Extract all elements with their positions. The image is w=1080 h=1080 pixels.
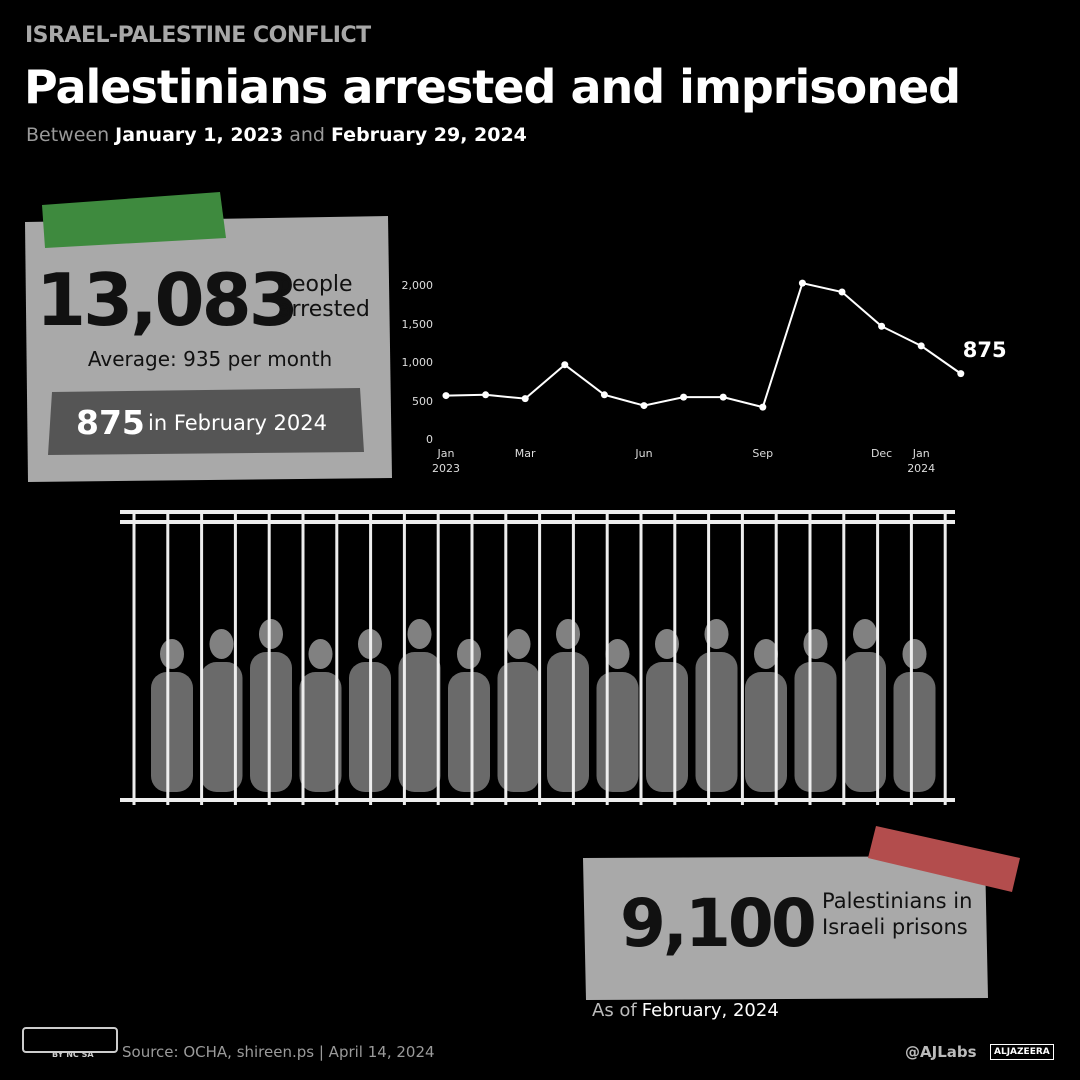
stat-number: 875 bbox=[76, 403, 145, 442]
x-tick-label: Jan 2024 bbox=[907, 447, 936, 475]
figure-body bbox=[200, 662, 243, 792]
point bbox=[521, 395, 529, 403]
subtitle-date: February 29, 2024 bbox=[330, 124, 527, 146]
subtitle-date: January 1, 2023 bbox=[115, 124, 284, 146]
figure-head bbox=[160, 639, 184, 669]
figure-body bbox=[448, 672, 490, 792]
figure-body bbox=[695, 652, 738, 792]
as-of-date: February, 2024 bbox=[641, 1000, 779, 1021]
paper-card bbox=[583, 856, 988, 1000]
figure-head bbox=[457, 639, 481, 669]
figure-head bbox=[259, 619, 283, 649]
value-label: 875 bbox=[962, 337, 1007, 362]
stat-label: in February 2024 bbox=[148, 411, 327, 435]
logo: ALJAZEERA bbox=[990, 1044, 1054, 1060]
subtitle-text: Between bbox=[26, 124, 110, 146]
figure-head bbox=[407, 619, 432, 649]
point bbox=[482, 391, 490, 399]
stat-label: Palestinians in Israeli prisons bbox=[822, 889, 973, 939]
figure-body bbox=[844, 652, 886, 792]
stat-number: 13,083 bbox=[36, 258, 299, 342]
y-tick-label: 500 bbox=[412, 394, 433, 408]
figure-head bbox=[853, 619, 877, 649]
point bbox=[759, 403, 767, 411]
stat-average: Average: 935 per month bbox=[87, 347, 333, 371]
title: Palestinians arrested and imprisoned bbox=[24, 60, 961, 114]
figure-body bbox=[497, 662, 540, 792]
y-tick-label: 2,000 bbox=[401, 279, 434, 292]
tape bbox=[42, 192, 226, 248]
tape bbox=[868, 826, 1020, 892]
x-tick-label: Sep bbox=[752, 447, 774, 460]
x-tick-label: Dec bbox=[870, 447, 893, 460]
figure-head bbox=[655, 629, 679, 659]
figure-body bbox=[745, 672, 787, 792]
point bbox=[442, 392, 450, 400]
point bbox=[878, 322, 886, 330]
kicker: ISRAEL-PALESTINE CONFLICT bbox=[25, 23, 371, 48]
subtitle: Between January 1, 2023 and February 29, 20… bbox=[26, 124, 533, 146]
figure-head bbox=[556, 619, 580, 649]
figure-head bbox=[209, 629, 234, 659]
figure-body bbox=[250, 652, 292, 792]
figure-body bbox=[596, 672, 639, 792]
figure-body bbox=[646, 662, 688, 792]
y-tick-label: 0 bbox=[426, 433, 433, 446]
point bbox=[838, 288, 846, 296]
figure-body bbox=[299, 672, 342, 792]
figure-head bbox=[704, 619, 729, 649]
subtitle-text: and bbox=[289, 124, 325, 146]
as-of-text: As of bbox=[592, 1000, 637, 1021]
cc-badge bbox=[22, 1027, 118, 1053]
as-of: As of February, 2024 bbox=[592, 1000, 779, 1021]
y-tick-label: 1,500 bbox=[401, 317, 434, 331]
point bbox=[640, 402, 648, 410]
cc-license: BY NC SA bbox=[52, 1050, 94, 1059]
point bbox=[561, 361, 569, 369]
dark-card bbox=[48, 388, 364, 455]
point bbox=[680, 393, 688, 401]
y-tick-label: 1,000 bbox=[401, 356, 434, 369]
x-tick-label: Mar bbox=[514, 447, 536, 460]
figure-head bbox=[506, 629, 531, 659]
figure-head bbox=[803, 629, 828, 659]
x-tick-label: Jun bbox=[635, 447, 653, 460]
figure-head bbox=[605, 639, 630, 669]
point bbox=[719, 393, 727, 401]
point bbox=[798, 279, 806, 287]
figure-body bbox=[893, 672, 936, 792]
figure-body bbox=[151, 672, 193, 792]
figure-head bbox=[754, 639, 778, 669]
figure-body bbox=[794, 662, 837, 792]
point bbox=[600, 391, 608, 399]
stat-label: people arrested bbox=[278, 272, 370, 322]
credit: @AJLabs bbox=[905, 1043, 977, 1061]
figure-head bbox=[308, 639, 333, 669]
point bbox=[917, 342, 925, 350]
source: Source: OCHA, shireen.ps | April 14, 202… bbox=[122, 1043, 435, 1061]
point bbox=[957, 370, 965, 378]
figure-body bbox=[398, 652, 441, 792]
cage bbox=[120, 510, 955, 805]
line bbox=[445, 281, 962, 409]
figure-body bbox=[547, 652, 589, 792]
x-tick-label: Jan 2023 bbox=[432, 447, 460, 475]
figure-head bbox=[902, 639, 927, 669]
stat-number: 9,100 bbox=[620, 885, 817, 962]
